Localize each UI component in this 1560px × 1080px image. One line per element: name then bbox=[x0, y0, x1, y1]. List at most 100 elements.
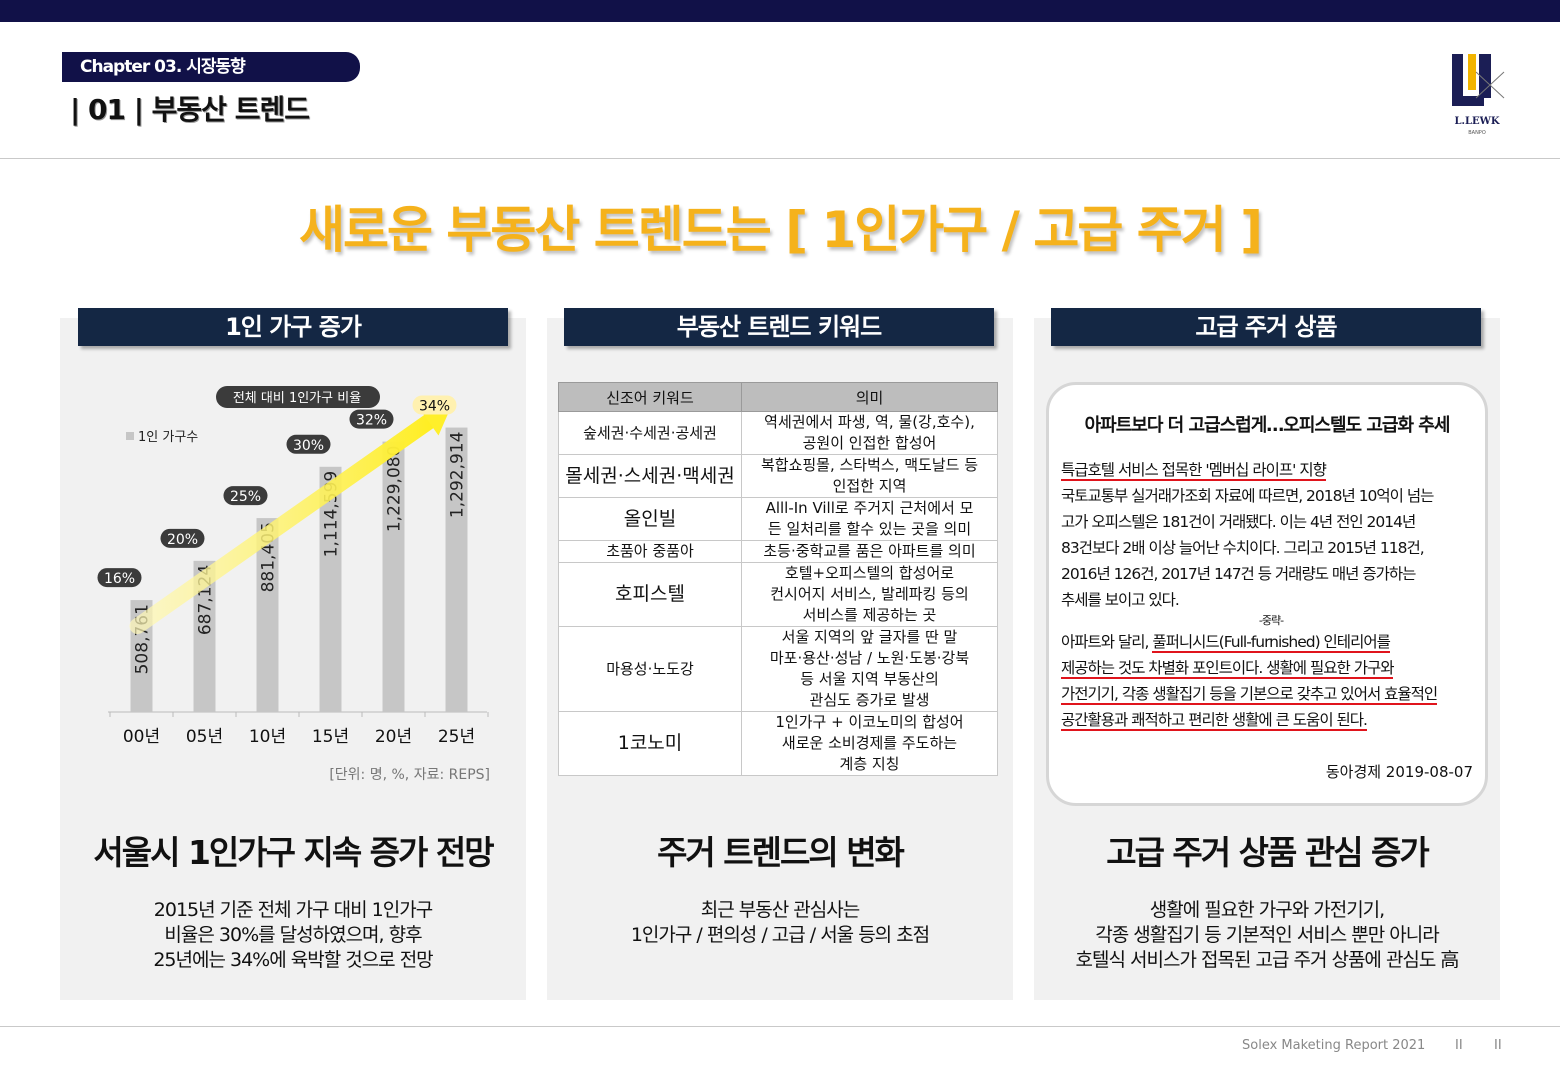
table-row: 초품아 중품아 초등·중학교를 품은 아파트를 의미 bbox=[558, 540, 998, 563]
article-line: 83건보다 2배 이상 늘어난 수치이다. 그리고 2015년 118건, bbox=[1061, 539, 1425, 557]
table-row: 숲세권·수세권·공세권 역세권에서 파생, 역, 물(강,호수), 공원이 인접한 … bbox=[558, 411, 998, 455]
keyword-cell: 초품아 중품아 bbox=[558, 540, 742, 563]
footer-separator: II bbox=[1455, 1038, 1463, 1053]
x-tick-label: 00년 bbox=[123, 727, 160, 747]
footer-separator: II bbox=[1494, 1038, 1502, 1053]
keyword-cell: 호피스텔 bbox=[558, 562, 742, 627]
footer-text: Solex Maketing Report 2021 bbox=[1242, 1038, 1426, 1053]
article-title: 아파트보다 더 고급스럽게…오피스텔도 고급화 추세 bbox=[1084, 415, 1451, 436]
ratio-label: 16% bbox=[104, 571, 135, 587]
legend-label: 1인 가구수 bbox=[138, 430, 198, 445]
ratio-label: 32% bbox=[356, 413, 387, 429]
table-row: 마용성·노도강 서울 지역의 앞 글자를 딴 말 마포·용산·성남 / 노원·도봉·… bbox=[558, 626, 998, 712]
meaning-line: 호텔+오피스텔의 합성어로 bbox=[784, 564, 955, 582]
household-chart: 508,76100년687,12405년881,40510년1,114,5991… bbox=[97, 386, 490, 783]
meaning-cell: 서울 지역의 앞 글자를 딴 말 마포·용산·성남 / 노원·도봉·강북 등 서울 … bbox=[741, 626, 998, 712]
meaning-line: 1인가구 + 이코노미의 합성어 bbox=[775, 713, 964, 731]
article-line: 국토교통부 실거래가조회 자료에 따르면, 2018년 10억이 넘는 bbox=[1061, 487, 1434, 505]
panel-desc-1-line: 비율은 30%를 달성하였으며, 향후 bbox=[164, 924, 422, 946]
meaning-line: 인접한 지역 bbox=[832, 477, 907, 495]
meaning-line: 서울 지역의 앞 글자를 딴 말 bbox=[781, 628, 958, 646]
article-line: 아파트와 달리, bbox=[1061, 633, 1153, 651]
ratio-label: 25% bbox=[230, 489, 261, 505]
bar-value-label: 1,292,914 bbox=[448, 432, 468, 519]
ratio-badge-highlight bbox=[412, 395, 457, 415]
meaning-line: 새로운 소비경제를 주도하는 bbox=[781, 734, 958, 752]
x-tick-label: 25년 bbox=[438, 727, 475, 747]
meaning-line: 서비스를 제공하는 곳 bbox=[802, 606, 937, 624]
ratio-badge bbox=[286, 434, 331, 454]
keyword-cell: 올인빌 bbox=[558, 497, 742, 541]
meaning-line: Alll-In Vill로 주거지 근처에서 모 bbox=[765, 499, 974, 517]
page-headline: 새로운 부동산 트렌드는 [ 1인가구 / 고급 주거 ] bbox=[298, 201, 1263, 259]
ratio-badge bbox=[223, 486, 268, 506]
ratio-label: 30% bbox=[293, 438, 324, 454]
table-row: 호피스텔 호텔+오피스텔의 합성어로 컨시어지 서비스, 발레파킹 등의 서비스를 제… bbox=[558, 562, 998, 627]
bar bbox=[319, 466, 342, 712]
legend-swatch bbox=[126, 432, 134, 440]
x-tick-label: 20년 bbox=[375, 727, 412, 747]
chart-title: 전체 대비 1인가구 비율 bbox=[233, 391, 361, 406]
meaning-cell: 역세권에서 파생, 역, 물(강,호수), 공원이 인접한 합성어 bbox=[741, 411, 998, 455]
meaning-line: 컨시어지 서비스, 발레파킹 등의 bbox=[770, 585, 969, 603]
keyword-table: 신조어 키워드 의미 숲세권·수세권·공세권 역세권에서 파생, 역, 물(강,호… bbox=[558, 382, 998, 776]
section-title: | 01 | 부동산 트렌드 bbox=[70, 93, 310, 126]
meaning-line: 역세권에서 파생, 역, 물(강,호수), bbox=[764, 413, 975, 431]
table-row: 1코노미 1인가구 + 이코노미의 합성어 새로운 소비경제를 주도하는 계층 지칭 bbox=[558, 711, 998, 776]
logo-text: L.LEWK bbox=[1454, 116, 1499, 127]
footer-divider bbox=[0, 1026, 1560, 1027]
bar bbox=[256, 518, 279, 712]
article-highlight: 가전기기, 각종 생활집기 등을 기본으로 갖추고 있어서 효율적인 bbox=[1061, 685, 1438, 705]
ratio-label: 34% bbox=[419, 399, 450, 415]
keyword-cell: 1코노미 bbox=[558, 711, 742, 776]
bar bbox=[382, 441, 405, 712]
article-line: 추세를 보이고 있다. bbox=[1061, 591, 1180, 609]
meaning-line: 계층 지칭 bbox=[839, 755, 900, 773]
panel-heading-2: 주거 트렌드의 변화 bbox=[657, 833, 905, 872]
x-tick-label: 05년 bbox=[186, 727, 223, 747]
panel-desc-2: 최근 부동산 관심사는 1인가구 / 편의성 / 고급 / 서울 등의 초점 bbox=[547, 898, 1013, 948]
meaning-line: 초등·중학교를 품은 아파트를 의미 bbox=[763, 542, 976, 560]
meaning-line: 복합쇼핑몰, 스타벅스, 맥도날드 등 bbox=[760, 456, 979, 474]
panel-desc-1-line: 2015년 기준 전체 가구 대비 1인가구 bbox=[153, 899, 433, 921]
brand-logo: L.LEWK BANPO bbox=[1452, 54, 1505, 136]
keyword-cell: 몰세권·스세권·맥세권 bbox=[558, 454, 742, 498]
ratio-badge bbox=[349, 409, 394, 429]
ratio-badge bbox=[160, 528, 205, 548]
panel-title-2: 부동산 트렌드 키워드 bbox=[564, 308, 994, 346]
meaning-line: 등 서울 지역 부동산의 bbox=[800, 670, 939, 688]
table-row: 몰세권·스세권·맥세권 복합쇼핑몰, 스타벅스, 맥도날드 등 인접한 지역 bbox=[558, 454, 998, 498]
panel-desc-3: 생활에 필요한 가구와 가전기기, 각종 생활집기 등 기본적인 서비스 뿐만 … bbox=[1034, 898, 1500, 973]
chapter-tab: Chapter 03. 시장동향 bbox=[62, 52, 360, 82]
x-tick-label: 15년 bbox=[312, 727, 349, 747]
news-article-card: 아파트보다 더 고급스럽게…오피스텔도 고급화 추세 특급호텔 서비스 접목한 … bbox=[1046, 382, 1488, 806]
top-bar bbox=[0, 0, 1560, 22]
keyword-cell: 숲세권·수세권·공세권 bbox=[558, 411, 742, 455]
ratio-label: 20% bbox=[167, 532, 198, 548]
article-highlight: 풀퍼니시드(Full-furnished) 인테리어를 bbox=[1152, 633, 1391, 653]
panel-title-3: 고급 주거 상품 bbox=[1051, 308, 1481, 346]
article-highlight: 제공하는 것도 차별화 포인트이다. 생활에 필요한 가구와 bbox=[1061, 659, 1394, 679]
x-tick-label: 10년 bbox=[249, 727, 286, 747]
panel-desc-1-line: 25년에는 34%에 육박할 것으로 전망 bbox=[153, 949, 433, 971]
panel-desc-3-line: 호텔식 서비스가 접목된 고급 주거 상품에 관심도 高 bbox=[1075, 949, 1460, 971]
article-subtitle: 특급호텔 서비스 접목한 '멤버십 라이프' 지향 bbox=[1061, 461, 1327, 481]
logo-subtext: BANPO bbox=[1468, 130, 1486, 136]
article-line: 2016년 126건, 2017년 147건 등 거래량도 매년 증가하는 bbox=[1061, 565, 1416, 583]
article-body: 특급호텔 서비스 접목한 '멤버십 라이프' 지향 국토교통부 실거래가조회 자… bbox=[1061, 457, 1481, 733]
panel-heading-3: 고급 주거 상품 관심 증가 bbox=[1106, 833, 1430, 872]
panel-heading-1: 서울시 1인가구 지속 증가 전망 bbox=[93, 833, 494, 872]
bar bbox=[193, 560, 216, 712]
article-omission: -중략- bbox=[1258, 614, 1284, 627]
panel-desc-2-line: 최근 부동산 관심사는 bbox=[700, 899, 860, 921]
keyword-cell: 마용성·노도강 bbox=[558, 626, 742, 712]
ratio-badge bbox=[97, 568, 142, 588]
article-source: 동아경제 2019-08-07 bbox=[1325, 763, 1473, 781]
bar bbox=[445, 427, 468, 712]
panel-desc-3-line: 각종 생활집기 등 기본적인 서비스 뿐만 아니라 bbox=[1095, 924, 1439, 946]
